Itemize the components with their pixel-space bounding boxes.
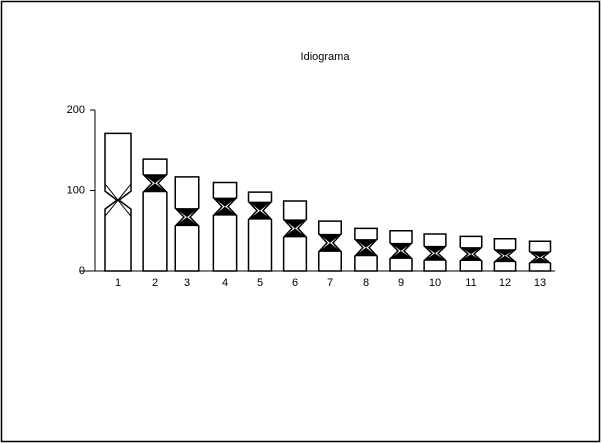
x-tick-label: 6 (292, 277, 298, 289)
x-tick-label: 2 (152, 277, 158, 289)
chart-title: Idiograma (301, 51, 351, 63)
x-tick-label: 11 (465, 277, 476, 289)
x-tick-label: 5 (257, 277, 263, 289)
x-tick-label: 8 (363, 277, 369, 289)
slide: Idiograma 010020012345678910111213 (0, 0, 602, 444)
y-tick-label: 0 (79, 265, 85, 277)
x-tick-label: 10 (429, 277, 441, 289)
page: Idiograma 010020012345678910111213 (() =… (0, 0, 602, 444)
x-tick-label: 3 (184, 277, 190, 289)
x-tick-label: 7 (327, 277, 333, 289)
x-tick-label: 12 (499, 277, 511, 289)
x-tick-label: 9 (398, 277, 404, 289)
x-tick-label: 13 (534, 277, 546, 289)
x-tick-label: 4 (222, 277, 228, 289)
y-tick-label: 200 (67, 104, 85, 116)
y-tick-label: 100 (67, 184, 85, 196)
chromosome (213, 182, 236, 271)
x-tick-label: 1 (115, 277, 121, 289)
